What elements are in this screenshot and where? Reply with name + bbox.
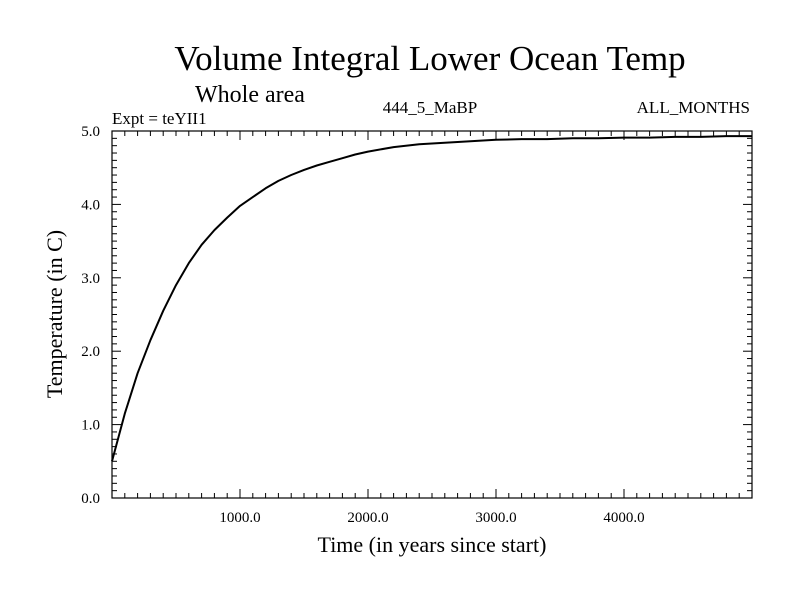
experiment-label: Expt = teYII1 <box>112 109 207 128</box>
months-label: ALL_MONTHS <box>637 98 750 117</box>
chart-title: Volume Integral Lower Ocean Temp <box>174 39 685 78</box>
y-tick-label: 5.0 <box>81 124 100 140</box>
y-axis-label: Temperature (in C) <box>42 230 67 398</box>
y-tick-label: 2.0 <box>81 344 100 360</box>
y-tick-label: 3.0 <box>81 271 100 287</box>
plot-frame <box>111 130 753 499</box>
x-axis-ticks: 1000.0 2000.0 3000.0 4000.0 <box>124 131 740 526</box>
x-tick-label: 3000.0 <box>475 510 516 526</box>
series-layer <box>111 135 752 462</box>
x-tick-label: 1000.0 <box>219 510 260 526</box>
x-tick-label: 4000.0 <box>603 510 644 526</box>
y-axis-ticks: 0.0 1.0 2.0 3.0 4.0 5.0 <box>81 124 752 507</box>
period-label: 444_5_MaBP <box>383 98 477 117</box>
series-line <box>111 135 752 462</box>
x-axis-label: Time (in years since start) <box>318 532 547 557</box>
y-tick-label: 1.0 <box>81 418 100 434</box>
y-tick-label: 0.0 <box>81 491 100 507</box>
y-tick-label: 4.0 <box>81 197 100 213</box>
x-tick-label: 2000.0 <box>347 510 388 526</box>
chart-subtitle: Whole area <box>195 82 305 108</box>
